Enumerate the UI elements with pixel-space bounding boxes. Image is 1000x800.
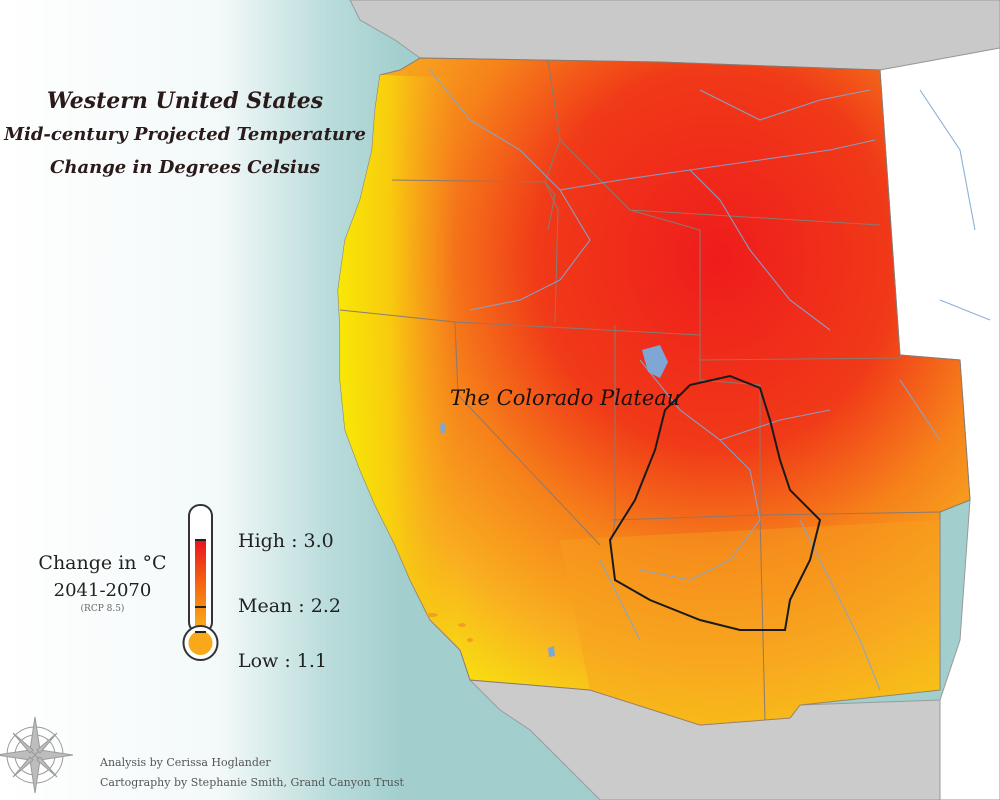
- legend-high-label: High : 3.0: [238, 530, 334, 552]
- legend-mean-label: Mean : 2.2: [238, 595, 341, 617]
- state-borders: [339, 59, 941, 721]
- legend-low-label: Low : 1.1: [238, 650, 328, 672]
- southern-warm-band: [560, 520, 940, 725]
- coastal-cool-band: [338, 75, 600, 690]
- analysis-credit: Analysis by Cerissa Hoglander: [100, 756, 271, 769]
- legend-scenario: (RCP 8.5): [80, 604, 125, 614]
- legend-period: 2041-2070: [53, 580, 152, 601]
- compass-rose-icon: [0, 716, 74, 794]
- great-salt-lake: [642, 345, 668, 378]
- colorado-plateau-outline: [608, 374, 822, 631]
- lake-tahoe: [440, 421, 446, 434]
- thermometer-icon: [182, 504, 219, 661]
- map-title: Western United States: [46, 88, 324, 114]
- rivers: [429, 69, 991, 691]
- cartography-credit: Cartography by Stephanie Smith, Grand Ca…: [100, 776, 404, 789]
- colorado-plateau-label: The Colorado Plateau: [450, 386, 681, 410]
- map-subtitle-line1: Mid-century Projected Temperature: [4, 124, 366, 145]
- map-subtitle-line2: Change in Degrees Celsius: [50, 157, 320, 178]
- legend-title: Change in °C: [38, 552, 167, 574]
- salton-sea: [548, 646, 555, 657]
- channel-islands: [426, 613, 473, 642]
